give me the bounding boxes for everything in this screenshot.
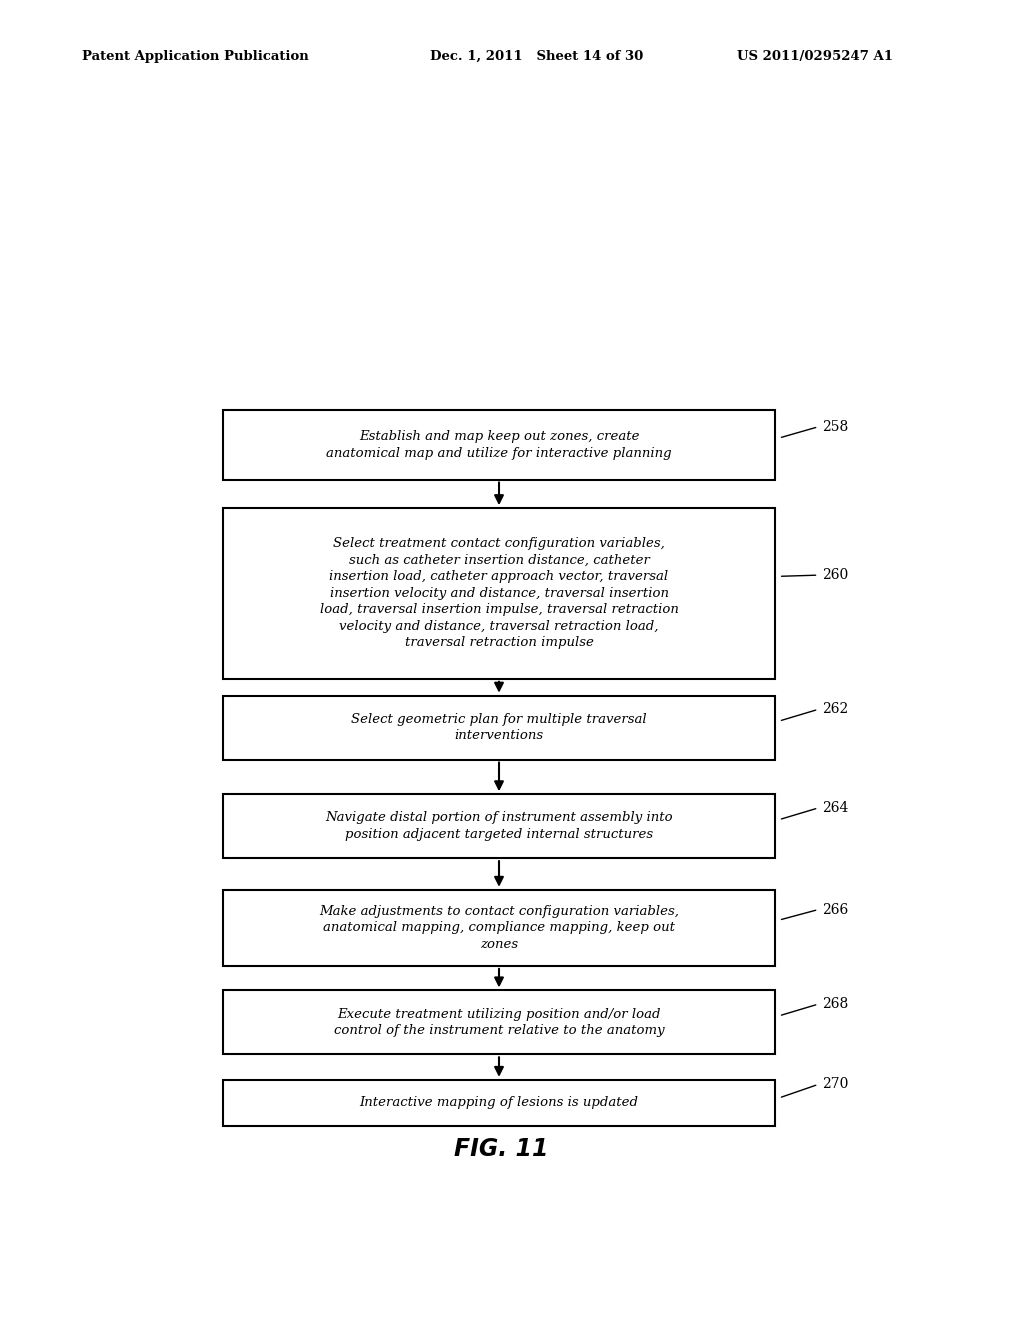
Text: Make adjustments to contact configuration variables,
anatomical mapping, complia: Make adjustments to contact configuratio… <box>319 904 679 950</box>
Text: 266: 266 <box>822 903 849 916</box>
Text: Select geometric plan for multiple traversal
interventions: Select geometric plan for multiple trave… <box>351 713 647 742</box>
Bar <box>223 508 775 678</box>
Text: US 2011/0295247 A1: US 2011/0295247 A1 <box>737 50 893 63</box>
Text: Execute treatment utilizing position and/or load
control of the instrument relat: Execute treatment utilizing position and… <box>334 1007 665 1038</box>
Text: FIG. 11: FIG. 11 <box>454 1138 548 1162</box>
Text: 264: 264 <box>822 801 849 814</box>
Text: 262: 262 <box>822 702 849 717</box>
Text: 270: 270 <box>822 1077 849 1092</box>
Text: Select treatment contact configuration variables,
such as catheter insertion dis: Select treatment contact configuration v… <box>319 537 679 649</box>
Bar <box>223 990 775 1055</box>
Text: Dec. 1, 2011   Sheet 14 of 30: Dec. 1, 2011 Sheet 14 of 30 <box>430 50 643 63</box>
Text: 258: 258 <box>822 420 849 434</box>
Text: Patent Application Publication: Patent Application Publication <box>82 50 308 63</box>
Bar <box>223 411 775 479</box>
Text: Establish and map keep out zones, create
anatomical map and utilize for interact: Establish and map keep out zones, create… <box>327 430 672 459</box>
Text: 260: 260 <box>822 568 849 582</box>
Text: Navigate distal portion of instrument assembly into
position adjacent targeted i: Navigate distal portion of instrument as… <box>326 812 673 841</box>
Text: Interactive mapping of lesions is updated: Interactive mapping of lesions is update… <box>359 1096 639 1109</box>
Bar <box>223 795 775 858</box>
Bar <box>223 890 775 966</box>
Bar <box>223 1080 775 1126</box>
Text: 268: 268 <box>822 997 849 1011</box>
Bar <box>223 696 775 759</box>
